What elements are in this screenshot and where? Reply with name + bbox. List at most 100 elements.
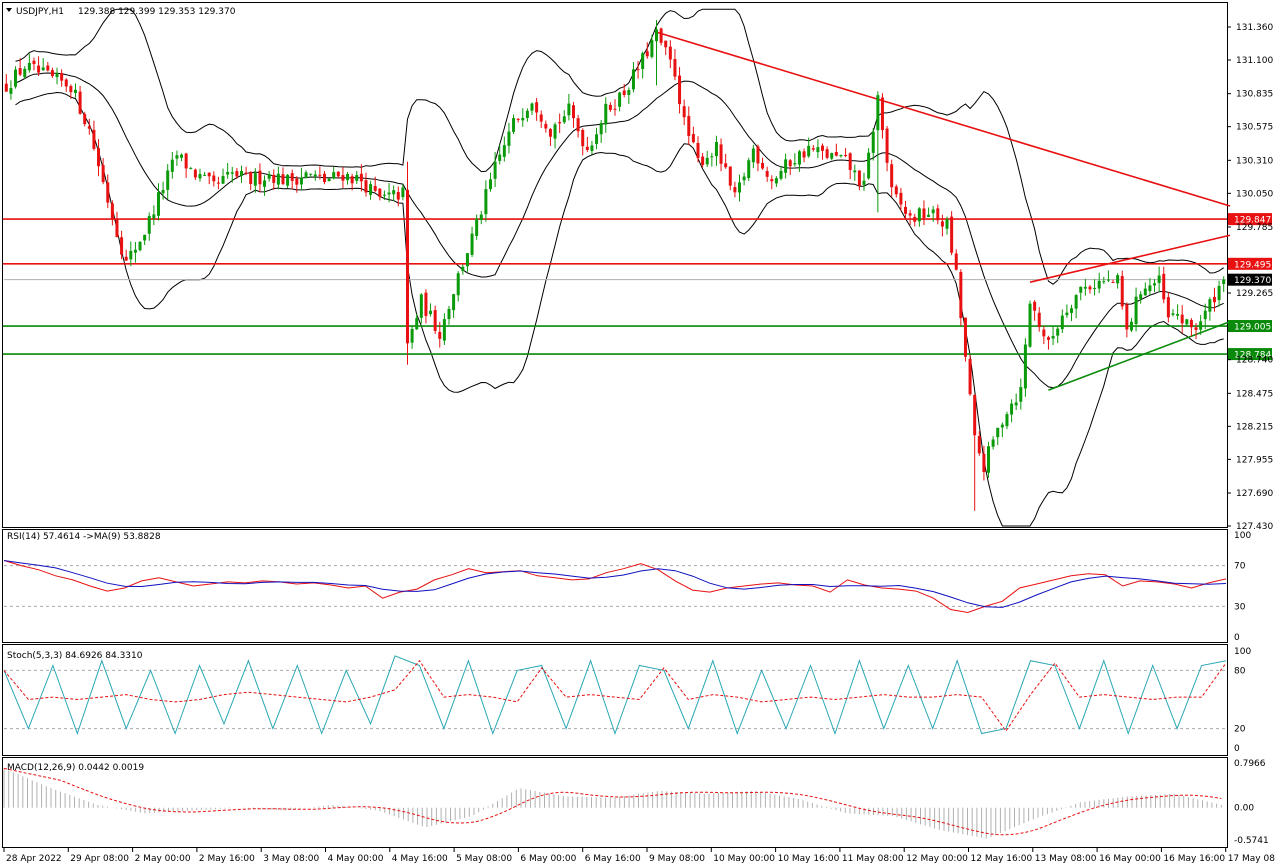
candle-body bbox=[655, 29, 659, 42]
candle-body bbox=[1217, 285, 1221, 301]
candle-body bbox=[1097, 280, 1101, 289]
candle-body bbox=[258, 170, 262, 185]
candle-body bbox=[442, 319, 446, 341]
candle-body bbox=[41, 67, 45, 71]
candle-body bbox=[774, 178, 778, 184]
candle-body bbox=[97, 148, 101, 167]
candle-body bbox=[927, 214, 931, 217]
candle-body bbox=[890, 164, 894, 188]
candle-body bbox=[1120, 276, 1124, 307]
candle-body bbox=[438, 331, 442, 339]
stoch-signal-line bbox=[3, 659, 1227, 732]
candle-body bbox=[751, 148, 755, 163]
candle-body bbox=[479, 214, 483, 220]
macd-tick-label: -0.5741 bbox=[1234, 836, 1269, 846]
candle-body bbox=[359, 173, 363, 182]
candle-body bbox=[936, 208, 940, 221]
candle-body bbox=[867, 152, 871, 179]
candle-body bbox=[567, 103, 571, 116]
candle-body bbox=[336, 171, 340, 177]
candle-body bbox=[263, 180, 267, 187]
candle-body bbox=[659, 28, 663, 43]
candle-body bbox=[124, 256, 128, 261]
price-tick-label: 127.690 bbox=[1236, 489, 1273, 499]
candle-body bbox=[235, 171, 239, 177]
candle-body bbox=[429, 310, 433, 315]
candle-body bbox=[1111, 281, 1115, 283]
candle-body bbox=[802, 151, 806, 158]
candle-body bbox=[452, 294, 456, 311]
candle-body bbox=[60, 73, 64, 81]
candle-body bbox=[1070, 308, 1074, 313]
candle-body bbox=[18, 68, 22, 75]
candle-body bbox=[839, 155, 843, 157]
candle-body bbox=[714, 141, 718, 157]
candle-body bbox=[530, 103, 534, 111]
stoch-tick-label: 80 bbox=[1234, 666, 1246, 676]
candle-body bbox=[516, 118, 520, 120]
candle-body bbox=[1019, 387, 1023, 402]
symbol-label: USDJPY,H1 bbox=[16, 7, 64, 17]
candle-body bbox=[622, 90, 626, 95]
rsi-ma-line bbox=[3, 560, 1227, 608]
rsi-pane[interactable] bbox=[2, 529, 1228, 643]
support-trendline bbox=[1048, 320, 1231, 391]
candle-body bbox=[664, 40, 668, 48]
time-tick-label: 6 May 00:00 bbox=[520, 854, 576, 864]
level-tag bbox=[1228, 213, 1272, 226]
candle-body bbox=[701, 156, 705, 165]
candle-body bbox=[991, 439, 995, 447]
candle-body bbox=[1037, 312, 1041, 328]
candle-body bbox=[922, 208, 926, 219]
candle-body bbox=[668, 46, 672, 60]
candle-body bbox=[899, 192, 903, 205]
candle-body bbox=[678, 75, 682, 105]
candle-body bbox=[1051, 336, 1055, 339]
candle-body bbox=[253, 173, 257, 186]
time-tick-label: 12 May 00:00 bbox=[906, 854, 968, 864]
stoch-pane[interactable] bbox=[2, 644, 1228, 756]
bollinger-lower-line bbox=[15, 91, 1224, 527]
candle-body bbox=[1125, 304, 1129, 330]
candle-body bbox=[977, 435, 981, 454]
candle-body bbox=[797, 151, 801, 165]
candle-body bbox=[161, 189, 165, 194]
candle-body bbox=[894, 186, 898, 195]
candle-body bbox=[419, 294, 423, 318]
candle-body bbox=[1005, 414, 1009, 427]
candle-body bbox=[1088, 286, 1092, 290]
candle-body bbox=[203, 174, 207, 176]
candle-body bbox=[1157, 275, 1161, 284]
candle-body bbox=[1023, 344, 1027, 389]
candle-body bbox=[553, 124, 557, 139]
candle-body bbox=[147, 215, 151, 234]
price-tick-label: 130.575 bbox=[1236, 123, 1273, 133]
candle-body bbox=[539, 114, 543, 122]
candle-body bbox=[761, 162, 765, 169]
candle-body bbox=[488, 179, 492, 190]
candle-body bbox=[1189, 320, 1193, 328]
candle-body bbox=[50, 70, 54, 77]
candle-body bbox=[968, 359, 972, 395]
candle-body bbox=[1129, 321, 1133, 331]
candle-body bbox=[369, 184, 373, 195]
candle-body bbox=[1000, 424, 1004, 428]
candle-body bbox=[1212, 296, 1216, 303]
candle-body bbox=[959, 271, 963, 319]
candle-body bbox=[207, 172, 211, 177]
main-pane[interactable] bbox=[2, 2, 1228, 528]
dropdown-arrow-icon[interactable] bbox=[6, 8, 12, 12]
time-tick-label: 9 May 08:00 bbox=[649, 854, 705, 864]
candle-body bbox=[249, 171, 253, 185]
candle-body bbox=[415, 318, 419, 330]
candle-body bbox=[1222, 279, 1226, 285]
price-tick-label: 128.740 bbox=[1236, 356, 1273, 366]
price-tick-label: 129.785 bbox=[1236, 223, 1273, 233]
price-tick-label: 131.100 bbox=[1236, 56, 1273, 66]
candle-body bbox=[4, 83, 8, 92]
candle-body bbox=[309, 173, 313, 175]
macd-pane[interactable] bbox=[2, 757, 1228, 848]
candle-body bbox=[1171, 313, 1175, 315]
candle-body bbox=[608, 104, 612, 110]
